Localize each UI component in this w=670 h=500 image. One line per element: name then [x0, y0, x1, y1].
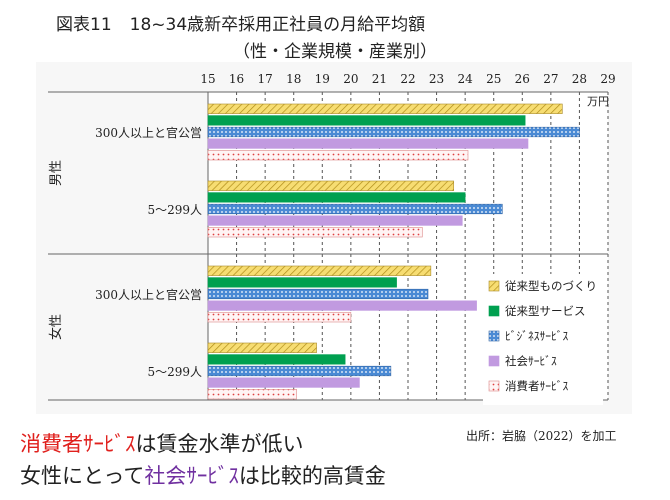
- legend-label: 従来型ものづくり: [505, 279, 597, 293]
- chart-subtitle: （性・企業規模・産業別）: [233, 42, 437, 62]
- bar: [207, 365, 392, 377]
- bar: [207, 227, 423, 238]
- legend-label: 従来型サービス: [505, 304, 586, 318]
- legend-swatch: [488, 355, 500, 367]
- x-tick-label: 26: [515, 72, 530, 86]
- category-label: 300人以上と官公営: [95, 287, 202, 302]
- bar: [207, 312, 352, 323]
- caption-line-1: 消費者ｻｰﾋﾞｽは賃金水準が低い: [20, 428, 304, 458]
- bar: [207, 389, 297, 400]
- caption-text: は賃金水準が低い: [135, 432, 304, 456]
- legend-swatch: [488, 380, 500, 392]
- bar: [207, 103, 563, 114]
- title-main: 18~34歳新卒採用正社員の月給平均額: [129, 15, 426, 35]
- x-tick-label: 25: [486, 72, 501, 86]
- sex-group-label: 男性: [49, 160, 64, 186]
- source-note: 出所：岩脇（2022）を加工: [466, 429, 617, 443]
- caption-line-2: 女性にとって社会ｻｰﾋﾞｽは比較的高賃金: [20, 460, 386, 490]
- x-tick-label: 28: [572, 72, 587, 86]
- bar: [207, 288, 429, 300]
- bar: [207, 300, 477, 311]
- x-unit-label: 万円: [587, 95, 609, 108]
- legend-label: ﾋﾞｼﾞﾈｽｻｰﾋﾞｽ: [505, 329, 568, 343]
- sex-group-label: 女性: [48, 314, 64, 340]
- legend-background: [483, 274, 603, 405]
- x-tick-label: 18: [286, 72, 301, 86]
- legend-swatch: [488, 330, 500, 342]
- category-label: 5～299人: [147, 203, 202, 217]
- bar: [207, 265, 432, 276]
- chart-area: 15 16 17 18 19 20 21 22 23 24 25 26 27 28 29 万円男性 300人以上…: [36, 62, 632, 414]
- caption-text: は比較的高賃金: [238, 464, 386, 488]
- bar: [207, 215, 463, 226]
- x-tick-label: 24: [458, 72, 474, 86]
- category-label: 300人以上と官公営: [95, 125, 202, 140]
- bar: [207, 354, 346, 365]
- bar: [207, 150, 469, 161]
- bar: [207, 342, 317, 353]
- bar: [207, 203, 503, 215]
- x-tick-label: 15: [200, 72, 215, 86]
- legend-swatch: [488, 280, 500, 292]
- x-tick-label: 29: [600, 72, 615, 86]
- x-tick-label: 23: [429, 72, 444, 86]
- caption-text: 女性にとって: [20, 464, 145, 488]
- bar: [207, 277, 397, 288]
- x-tick-label: 16: [229, 72, 244, 86]
- x-tick-label: 21: [372, 72, 387, 86]
- x-tick-label: 27: [543, 72, 558, 86]
- bar: [207, 180, 455, 191]
- legend-swatch: [488, 305, 500, 317]
- figure-number: 図表11: [56, 15, 112, 35]
- caption-highlight-social-service: 社会ｻｰﾋﾞｽ: [144, 464, 239, 488]
- bar: [207, 192, 466, 203]
- x-tick-label: 17: [258, 72, 273, 86]
- bar: [207, 115, 526, 126]
- x-tick-label: 20: [343, 72, 358, 86]
- category-label: 5～299人: [147, 365, 202, 379]
- bar: [207, 126, 580, 138]
- legend-label: 社会ｻｰﾋﾞｽ: [505, 354, 557, 368]
- caption-highlight-consumer-service: 消費者ｻｰﾋﾞｽ: [20, 432, 136, 456]
- chart-title: 図表11 18~34歳新卒採用正社員の月給平均額: [56, 10, 425, 35]
- bar: [207, 138, 529, 149]
- x-tick-label: 19: [315, 72, 330, 86]
- bar: [207, 377, 360, 388]
- legend-label: 消費者ｻｰﾋﾞｽ: [505, 379, 568, 393]
- x-tick-label: 22: [400, 72, 415, 86]
